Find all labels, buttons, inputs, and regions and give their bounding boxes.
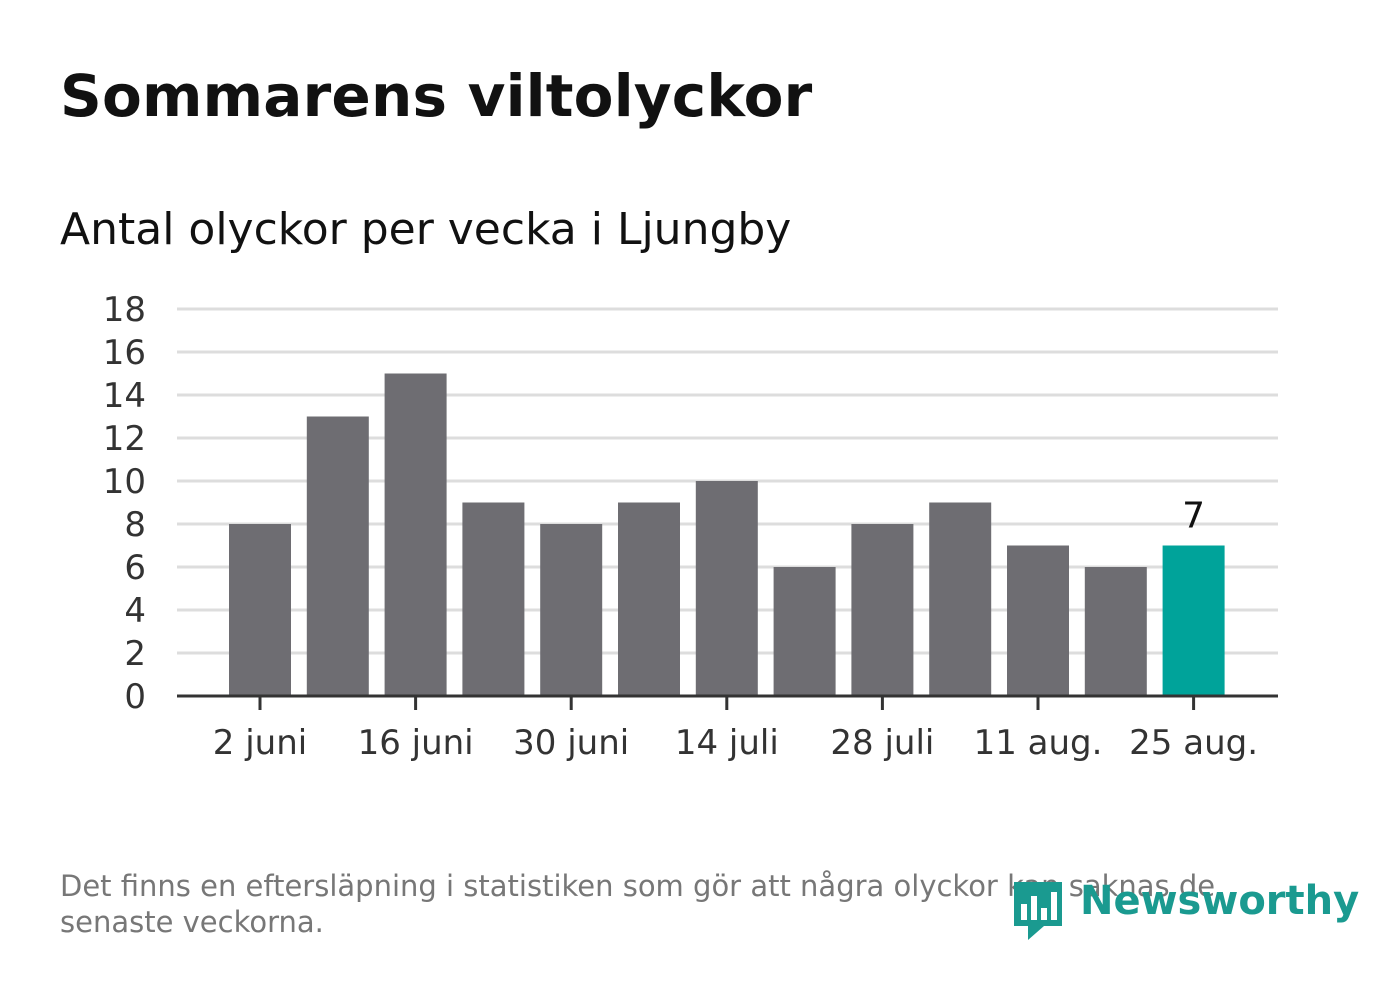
bar	[929, 502, 992, 696]
chart-title: Sommarens viltolyckor	[60, 62, 813, 130]
y-tick-label: 12	[103, 419, 146, 459]
y-tick-label: 16	[103, 333, 146, 373]
bar	[851, 524, 914, 696]
y-tick-label: 14	[103, 376, 146, 416]
bar	[462, 502, 525, 696]
axes	[177, 694, 1278, 710]
bars	[229, 373, 1225, 696]
x-tick-label: 28 juli	[830, 723, 934, 763]
x-tick-label: 14 juli	[675, 723, 779, 763]
y-tick-label: 2	[124, 634, 146, 674]
bar-highlighted	[1162, 545, 1225, 696]
bar	[306, 416, 369, 696]
logo-text: Newsworthy	[1080, 878, 1360, 924]
x-tick-label: 30 juni	[513, 723, 629, 763]
y-tick-label: 10	[103, 462, 146, 502]
bar	[1007, 545, 1069, 696]
x-tick-label: 11 aug.	[974, 723, 1103, 763]
y-tick-label: 6	[124, 548, 146, 588]
bar	[695, 481, 758, 696]
y-tick-label: 18	[103, 290, 146, 330]
chart-subtitle: Antal olyckor per vecka i Ljungby	[60, 204, 792, 255]
bar	[773, 567, 836, 696]
y-tick-label: 0	[124, 677, 146, 717]
y-tick-label: 4	[124, 591, 146, 631]
y-tick-label: 8	[124, 505, 146, 545]
x-tick-label: 25 aug.	[1129, 723, 1258, 763]
bar	[1084, 567, 1147, 696]
data-label: 7	[1182, 496, 1205, 537]
x-tick-label: 16 juni	[358, 723, 474, 763]
bar	[618, 502, 680, 696]
bar	[229, 524, 291, 696]
bar	[384, 373, 447, 696]
x-tick-label: 2 juni	[213, 723, 307, 763]
bar	[540, 524, 603, 696]
newsworthy-bars-icon	[1014, 882, 1062, 940]
newsworthy-logo: Newsworthy	[1010, 872, 1359, 944]
